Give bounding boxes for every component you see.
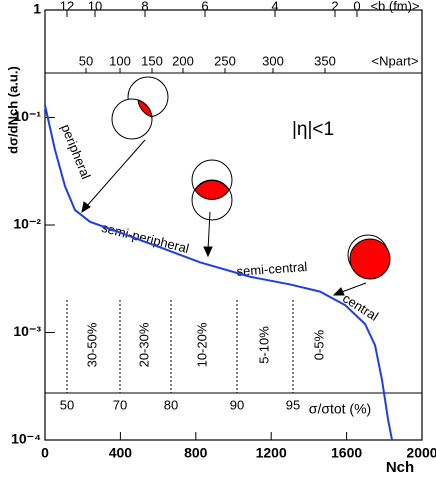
x-tick-label: 2000 xyxy=(406,445,436,461)
annotation: semi-peripheral xyxy=(100,220,191,256)
annotation: peripheral xyxy=(58,122,94,181)
centrality-class-label: 0-5% xyxy=(311,329,326,360)
x-tick-label: 400 xyxy=(109,445,133,461)
centrality-tick-label: 70 xyxy=(113,397,127,412)
b-tick-label: 2 xyxy=(331,0,338,13)
npart-tick-label: 50 xyxy=(79,53,93,68)
centrality-class-label: 5-10% xyxy=(256,326,271,364)
x-tick-label: 0 xyxy=(41,445,49,461)
arrows xyxy=(81,139,367,296)
centrality-class-label: 30-50% xyxy=(84,322,99,367)
centrality-tick-label: 90 xyxy=(230,397,244,412)
y-tick-label: 10⁻¹ xyxy=(13,108,41,124)
centrality-class-label: 10-20% xyxy=(194,322,209,367)
b-tick-label: 10 xyxy=(88,0,102,13)
collision-icons xyxy=(111,76,391,280)
centrality-tick-label: 50 xyxy=(60,397,74,412)
centrality-class-label: 20-30% xyxy=(136,322,151,367)
npart-tick-label: 200 xyxy=(172,53,194,68)
y-tick-label: 10⁻³ xyxy=(13,323,41,339)
npart-tick-label: 100 xyxy=(109,53,131,68)
centrality-tick-label: 80 xyxy=(164,397,178,412)
b-tick-label: 12 xyxy=(60,0,74,13)
b-tick-label: 4 xyxy=(271,0,278,13)
y-tick-label: 10⁻² xyxy=(13,216,41,232)
npart-tick-label: 300 xyxy=(262,53,284,68)
b-axis-label: <b (fm)> xyxy=(370,0,419,13)
annotation: semi-central xyxy=(236,259,308,279)
npart-axis-label: <Npart> xyxy=(372,53,419,68)
npart-tick-label: 150 xyxy=(141,53,163,68)
y-axis-label: dσ/dNch (a.u.) xyxy=(5,66,20,154)
x-tick-label: 1200 xyxy=(256,445,287,461)
b-tick-label: 8 xyxy=(141,0,148,13)
y-tick-label: 1 xyxy=(33,1,41,17)
y-tick-label: 10⁻⁴ xyxy=(11,431,41,447)
b-tick-label: 6 xyxy=(201,0,208,13)
centrality-tick-label: 95 xyxy=(286,397,300,412)
b-tick-label: 0 xyxy=(353,0,360,13)
curve xyxy=(44,105,394,441)
x-tick-label: 800 xyxy=(184,445,208,461)
x-tick-label: 1600 xyxy=(331,445,362,461)
npart-tick-label: 350 xyxy=(314,53,336,68)
centrality-axis-label: σ/σtot (%) xyxy=(309,401,371,417)
annotation: |η|<1 xyxy=(292,119,334,140)
npart-tick-label: 250 xyxy=(214,53,236,68)
x-axis-label: Nch xyxy=(386,459,414,476)
